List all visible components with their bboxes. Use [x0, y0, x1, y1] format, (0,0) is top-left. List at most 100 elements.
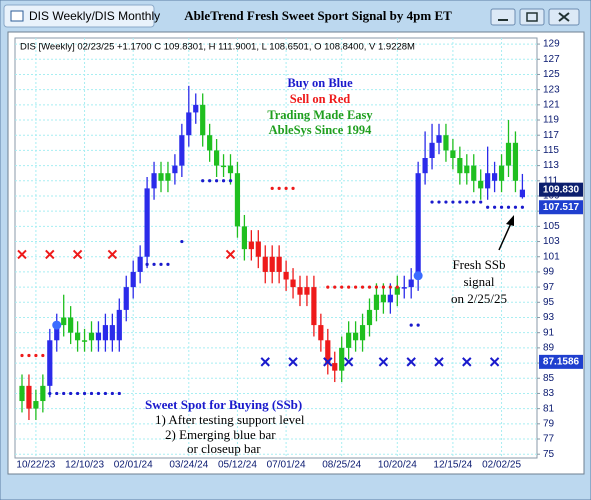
- red-dots: [277, 186, 281, 190]
- annotation: 1) After testing support level: [155, 412, 305, 427]
- y-tick-label: 83: [543, 388, 555, 399]
- red-dots: [333, 285, 337, 289]
- candle-body: [346, 332, 352, 348]
- red-dots: [347, 285, 351, 289]
- maximize-button[interactable]: [519, 8, 545, 26]
- red-dots: [34, 353, 38, 358]
- candle-body: [214, 150, 220, 166]
- y-tick-label: 75: [543, 449, 555, 460]
- candle-body: [193, 104, 199, 113]
- candle-body: [220, 165, 227, 168]
- candle-body: [512, 142, 519, 181]
- blue-dots: [96, 391, 101, 396]
- candle-body: [116, 309, 122, 341]
- red-dots: [284, 186, 288, 190]
- candle-body: [269, 256, 275, 272]
- tab[interactable]: [3, 4, 155, 28]
- blue-x-marker: [434, 357, 444, 367]
- y-tick-label: 101: [543, 251, 560, 262]
- red-dots: [340, 285, 344, 289]
- candle-body: [262, 256, 268, 272]
- candle-body: [61, 317, 67, 326]
- annotation: or closeup bar: [187, 441, 261, 456]
- price-tag: [539, 200, 583, 215]
- red-dots: [20, 353, 24, 358]
- y-tick-label: 129: [543, 39, 560, 50]
- blue-dots: [437, 200, 441, 204]
- candle-body: [88, 332, 95, 341]
- maximize-icon: [526, 12, 538, 22]
- candle-body: [33, 401, 39, 409]
- x-tick-label: 05/12/24: [218, 460, 257, 471]
- x-tick-label: 03/24/24: [169, 460, 208, 471]
- close-icon: [558, 12, 570, 22]
- red-dots: [381, 285, 385, 289]
- candle-body: [471, 165, 477, 181]
- candle-body: [123, 287, 129, 310]
- blue-dots: [208, 179, 212, 183]
- candle-body: [505, 142, 512, 166]
- price-tag: [539, 354, 583, 369]
- price-tag-label: 87.1586: [543, 356, 580, 367]
- y-tick-label: 117: [543, 130, 559, 141]
- y-tick-label: 93: [543, 312, 555, 323]
- candle-body: [492, 173, 498, 181]
- blue-dots: [82, 391, 87, 396]
- candle-body: [339, 347, 345, 371]
- red-dots: [27, 353, 31, 358]
- candle-body: [443, 135, 449, 151]
- candle-body: [290, 279, 296, 288]
- red-dots: [374, 285, 379, 289]
- candle-body: [186, 112, 192, 136]
- blue-dots: [520, 205, 525, 209]
- header-line: DIS [Weekly] 02/23/25 +1.1700 C 109.8301…: [20, 42, 415, 53]
- annotation: 2) Emerging blue bar: [165, 427, 276, 442]
- candle-body: [311, 287, 317, 326]
- blue-dots: [152, 262, 156, 266]
- y-tick-label: 79: [543, 418, 555, 429]
- price-tag: [539, 182, 583, 197]
- y-tick-label: 121: [543, 99, 560, 110]
- red-dots: [354, 285, 358, 289]
- candle-body: [478, 180, 484, 189]
- price-tag-label: 107.517: [543, 202, 580, 213]
- candle-body: [54, 325, 60, 341]
- candle-body: [165, 173, 171, 181]
- x-tick-label: 08/25/24: [322, 460, 361, 471]
- candle-body: [130, 271, 136, 288]
- candle-body: [102, 325, 108, 341]
- candle-body: [498, 165, 505, 181]
- candle-body: [422, 158, 428, 174]
- candle-body: [151, 173, 157, 189]
- candle-body: [373, 294, 380, 310]
- blue-dots: [166, 262, 170, 266]
- blue-dots: [513, 205, 518, 209]
- candle-body: [366, 309, 373, 326]
- candle-body: [81, 340, 88, 342]
- y-tick-label: 119: [543, 115, 559, 126]
- minimize-button[interactable]: [490, 8, 516, 26]
- red-dots: [291, 186, 295, 190]
- annotation: Sweet Spot for Buying (SSb): [145, 397, 302, 412]
- red-x-marker: [107, 249, 118, 260]
- blue-dots: [110, 391, 114, 396]
- red-dots: [395, 285, 399, 289]
- candle-body: [485, 173, 491, 189]
- candle-body: [297, 287, 303, 295]
- candle-body: [255, 241, 261, 257]
- blue-dots: [76, 391, 80, 396]
- blue-x-marker: [406, 357, 416, 367]
- x-tick-label: 02/01/24: [114, 460, 153, 471]
- blue-dots: [493, 205, 497, 209]
- candle-body: [144, 188, 150, 257]
- candle-body: [234, 173, 241, 227]
- candle-body: [332, 363, 338, 371]
- candle-body: [47, 340, 53, 386]
- y-tick-label: 85: [543, 373, 555, 384]
- candle-body: [401, 287, 407, 289]
- y-tick-label: 125: [543, 69, 560, 80]
- annotation: AbleSys Since 1994: [269, 123, 373, 137]
- marks: 109.830 107.517 87.1586: [17, 85, 583, 421]
- blue-dots: [499, 205, 504, 209]
